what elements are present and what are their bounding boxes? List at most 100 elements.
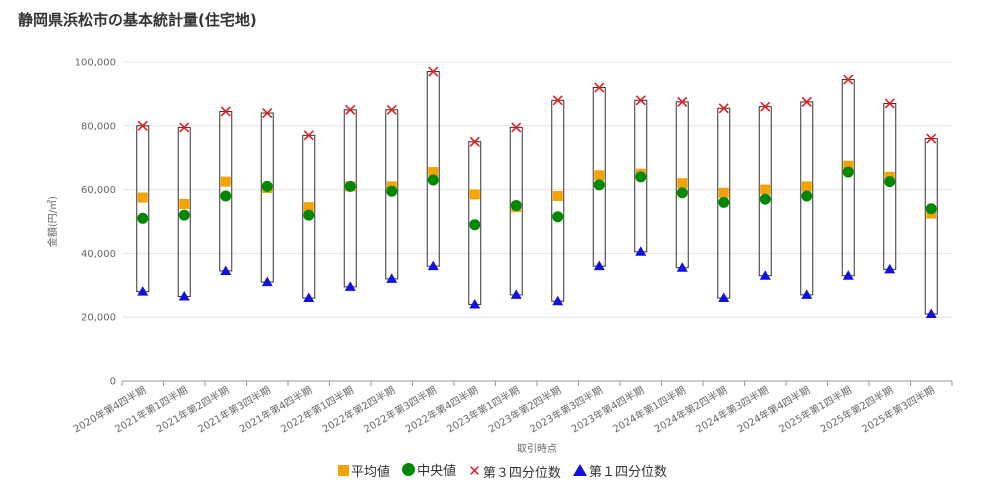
x-tick-label: 2022年第4四半期 (403, 383, 480, 435)
q3-marker (843, 74, 854, 85)
chart-legend: 平均値 中央値 ✕ 第３四分位数 第１四分位数 (0, 460, 1005, 481)
box-range (136, 125, 150, 293)
box-range (841, 79, 855, 277)
x-tick-label: 2023年第2四半期 (486, 383, 563, 435)
x-tick-label: 2021年第2四半期 (154, 383, 231, 435)
x-tick-label: 2021年第1四半期 (112, 383, 189, 435)
q3-marker (801, 96, 812, 107)
median-marker (510, 200, 522, 212)
q1-marker (510, 289, 522, 299)
x-tick-label: 2024年第2四半期 (652, 383, 729, 435)
median-marker (261, 180, 273, 192)
median-marker (427, 174, 439, 186)
q3-marker (635, 95, 646, 106)
y-tick-label: 20,000 (81, 313, 116, 324)
x-tick-label: 2024年第3四半期 (693, 383, 770, 435)
y-tick-label: 80,000 (81, 121, 116, 132)
x-tick-label: 2022年第3四半期 (361, 383, 438, 435)
q3-marker (262, 107, 273, 119)
q1-marker (884, 263, 896, 274)
q3-marker (884, 98, 895, 109)
mean-marker (303, 202, 314, 213)
y-tick-label: 40,000 (81, 249, 116, 260)
q3-marker (552, 95, 563, 106)
chart-title: 静岡県浜松市の基本統計量(住宅地) (18, 11, 257, 29)
legend-item-median[interactable]: 中央値 (402, 460, 456, 479)
median-marker (925, 203, 937, 215)
q3-marker (345, 104, 356, 115)
box-range (343, 109, 357, 288)
x-tick-label: 2021年第4四半期 (237, 383, 314, 435)
mean-marker (594, 170, 605, 181)
q1-marker (261, 276, 273, 287)
q3-marker (469, 136, 480, 147)
y-tick-label: 0 (110, 377, 116, 388)
q3-marker (594, 82, 605, 93)
q1-marker (552, 295, 564, 306)
q1-marker (137, 286, 149, 296)
mean-marker (677, 178, 688, 189)
mean-marker (801, 181, 812, 192)
mean-marker (220, 176, 231, 187)
mean-marker (179, 198, 190, 209)
mean-marker (469, 189, 480, 200)
mean-marker (843, 160, 854, 171)
triangle-marker-icon (573, 464, 588, 476)
x-tick-label: 2023年第4四半期 (569, 383, 646, 435)
q3-marker (428, 66, 439, 77)
x-axis-title: 取引時点 (517, 443, 557, 455)
mean-marker (760, 184, 771, 195)
median-marker (303, 209, 315, 221)
mean-marker (718, 187, 729, 198)
q3-marker (926, 133, 937, 144)
q3-marker (303, 130, 314, 141)
median-marker (884, 176, 896, 188)
y-tick-label: 100,000 (75, 58, 116, 69)
x-tick-label: 2024年第1四半期 (610, 383, 687, 435)
median-marker (676, 187, 688, 199)
box-range (260, 112, 274, 283)
x-tick-label: 2025年第2四半期 (818, 383, 895, 435)
legend-item-q1[interactable]: 第１四分位数 (573, 461, 667, 480)
x-tick-label: 2023年第1四半期 (444, 383, 521, 435)
q1-marker (593, 260, 605, 271)
q1-marker (635, 246, 647, 256)
median-marker (386, 185, 398, 197)
q1-marker (469, 298, 481, 309)
q1-marker (676, 262, 688, 272)
q3-marker (718, 103, 729, 114)
x-marker-icon: ✕ (468, 462, 481, 480)
x-tick-label: 2020年第4四半期 (71, 383, 148, 435)
q1-marker (303, 292, 315, 303)
q1-marker (801, 289, 813, 299)
x-tick-label: 2022年第1四半期 (278, 383, 355, 435)
q1-marker (925, 308, 937, 319)
median-marker (137, 212, 149, 224)
legend-label-mean: 平均値 (350, 465, 390, 480)
q1-marker (220, 265, 232, 275)
q1-marker (344, 281, 356, 291)
legend-item-mean[interactable]: 平均値 (337, 461, 390, 480)
median-marker (344, 180, 356, 192)
median-marker (801, 190, 813, 202)
x-tick-label: 2024年第4四半期 (735, 383, 812, 435)
circle-marker-icon (402, 463, 416, 476)
q1-marker (427, 260, 439, 271)
x-tick-label: 2025年第1四半期 (776, 383, 853, 435)
x-tick-label: 2022年第2四半期 (320, 383, 397, 435)
legend-item-q3[interactable]: ✕ 第３四分位数 (468, 462, 561, 482)
x-tick-label: 2023年第3四半期 (527, 383, 604, 435)
x-tick-label: 2021年第3四半期 (195, 383, 272, 435)
median-marker (469, 219, 481, 231)
mean-marker (552, 190, 563, 201)
median-marker (759, 193, 771, 205)
q3-marker (137, 120, 148, 131)
q3-marker (386, 104, 397, 115)
q1-marker (842, 270, 854, 280)
median-marker (635, 171, 647, 183)
box-range (924, 138, 938, 315)
q3-marker (220, 106, 231, 117)
median-marker (593, 179, 605, 191)
x-tick-label: 2025年第3四半期 (859, 383, 936, 435)
box-chart: 0 20,000 40,000 60,000 80,000 100,000 2020年第4四… (46, 58, 953, 455)
